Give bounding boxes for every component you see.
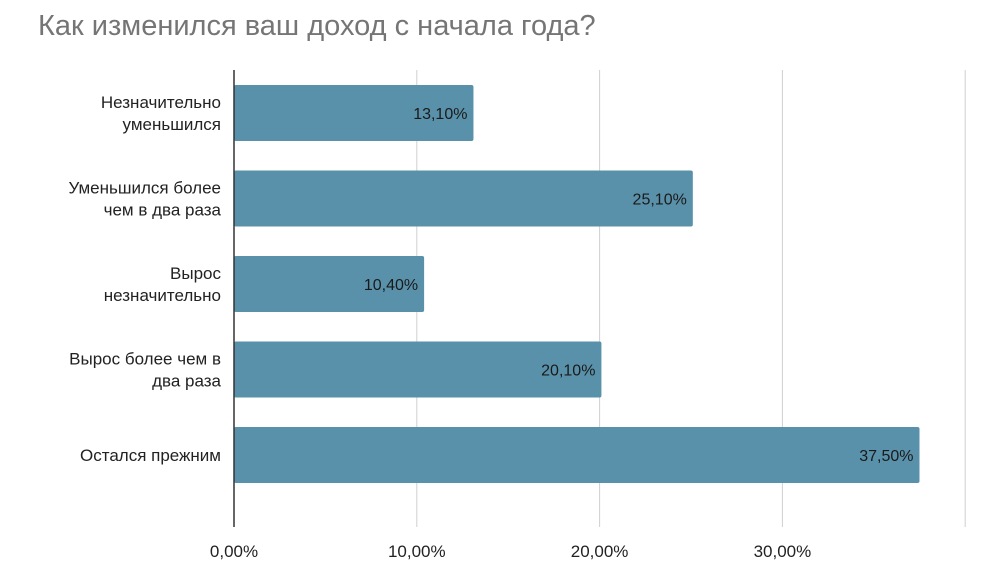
x-tick-label: 0,00% xyxy=(210,542,258,561)
category-label: уменьшился xyxy=(123,115,221,134)
bar xyxy=(234,341,602,398)
data-label: 37,50% xyxy=(859,448,913,465)
category-label: Вырос xyxy=(170,264,221,283)
bar xyxy=(234,85,474,141)
data-label: 10,40% xyxy=(364,277,418,294)
x-tick-label: 20,00% xyxy=(571,542,629,561)
category-label: чем в два раза xyxy=(104,201,222,220)
bar xyxy=(234,427,920,483)
x-tick-label: 30,00% xyxy=(754,542,812,561)
category-label: Вырос более чем в xyxy=(69,350,221,369)
category-label: незначительно xyxy=(104,286,221,305)
bar xyxy=(234,170,693,227)
category-label: два раза xyxy=(152,372,221,391)
category-label: Уменьшился более xyxy=(68,179,221,198)
x-tick-label: 10,00% xyxy=(388,542,446,561)
data-label: 20,10% xyxy=(541,363,595,380)
data-label: 13,10% xyxy=(413,106,467,123)
category-label: Незначительно xyxy=(101,93,221,112)
category-label: Остался прежним xyxy=(80,446,221,465)
data-label: 25,10% xyxy=(633,192,687,209)
bar xyxy=(234,256,425,312)
chart-title: Как изменился ваш доход с начала года? xyxy=(38,10,596,42)
